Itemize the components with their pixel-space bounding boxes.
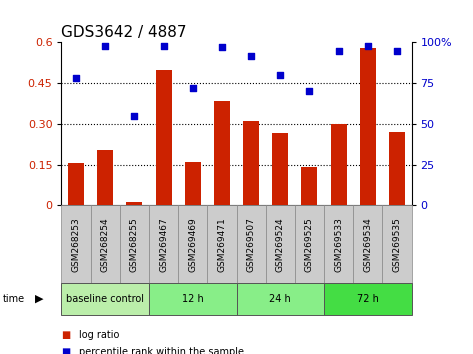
Text: 12 h: 12 h [182,294,203,304]
Bar [149,283,236,315]
Bar [126,202,142,205]
Bar [324,283,412,315]
Bar [243,121,259,205]
Bar [353,205,382,283]
Bar [295,205,324,283]
Text: baseline control: baseline control [66,294,144,304]
Point [131,113,138,119]
Bar [360,48,376,205]
Point [335,48,342,53]
Bar [91,205,120,283]
Bar [207,205,236,283]
Text: GSM269525: GSM269525 [305,217,314,272]
Text: GSM268254: GSM268254 [101,217,110,272]
Text: log ratio: log ratio [79,330,120,339]
Text: GDS3642 / 4887: GDS3642 / 4887 [61,25,187,40]
Text: time: time [2,294,25,304]
Text: GSM269535: GSM269535 [393,217,402,272]
Text: 72 h: 72 h [357,294,379,304]
Text: GSM269524: GSM269524 [276,217,285,272]
Point [364,43,372,48]
Point [306,88,313,94]
Bar [68,163,84,205]
Bar [61,205,91,283]
Point [189,85,197,91]
Bar [120,205,149,283]
Point [276,72,284,78]
Bar [266,205,295,283]
Bar [61,283,149,315]
Bar [389,132,405,205]
Text: GSM269507: GSM269507 [246,217,255,272]
Text: GSM269533: GSM269533 [334,217,343,272]
Text: GSM269471: GSM269471 [218,217,227,272]
Text: GSM268253: GSM268253 [71,217,80,272]
Point [72,75,80,81]
Bar [97,150,113,205]
Point [393,48,401,53]
Bar [301,167,317,205]
Bar [272,133,288,205]
Bar [236,283,324,315]
Text: GSM269467: GSM269467 [159,217,168,272]
Text: ▶: ▶ [35,294,43,304]
Bar [236,205,266,283]
Point [101,43,109,48]
Bar [185,162,201,205]
Bar [324,205,353,283]
Bar [331,124,347,205]
Text: ■: ■ [61,330,71,339]
Text: 24 h: 24 h [270,294,291,304]
Text: GSM269534: GSM269534 [363,217,372,272]
Text: GSM268255: GSM268255 [130,217,139,272]
Text: ■: ■ [61,347,71,354]
Bar [178,205,207,283]
Bar [382,205,412,283]
Text: GSM269469: GSM269469 [188,217,197,272]
Bar [214,101,230,205]
Bar [156,70,172,205]
Bar [149,205,178,283]
Point [218,45,226,50]
Text: percentile rank within the sample: percentile rank within the sample [79,347,245,354]
Point [160,43,167,48]
Point [247,53,255,58]
